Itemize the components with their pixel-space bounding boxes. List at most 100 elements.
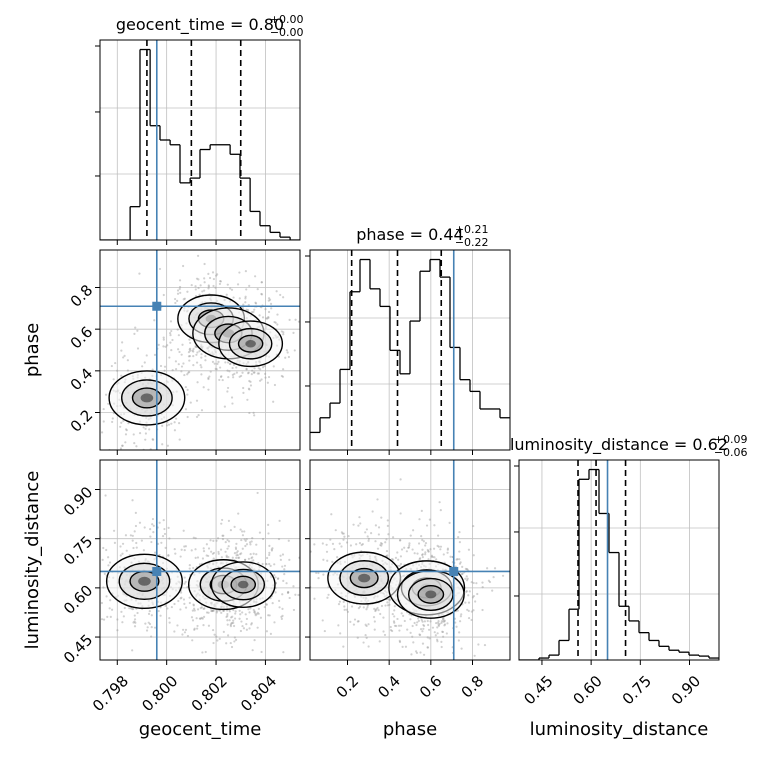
scatter-point <box>216 362 219 365</box>
scatter-point <box>245 288 248 291</box>
scatter-point <box>418 633 421 636</box>
scatter-point <box>191 349 194 352</box>
scatter-point <box>322 558 325 561</box>
scatter-point <box>240 552 243 555</box>
scatter-point <box>337 624 340 627</box>
scatter-point <box>413 621 416 625</box>
scatter-point <box>105 595 108 598</box>
scatter-point <box>186 634 190 638</box>
scatter-point <box>227 555 230 559</box>
scatter-point <box>174 368 178 371</box>
scatter-point <box>184 606 188 609</box>
scatter-point <box>419 557 422 560</box>
scatter-point <box>219 280 222 283</box>
scatter-point <box>235 366 238 369</box>
scatter-point <box>257 612 260 615</box>
scatter-point <box>188 338 191 341</box>
scatter-point <box>210 550 213 553</box>
scatter-point <box>126 359 129 362</box>
scatter-point <box>212 551 216 555</box>
scatter-point <box>464 577 467 580</box>
scatter-point <box>261 562 264 566</box>
scatter-point <box>467 609 470 613</box>
scatter-point <box>224 541 227 544</box>
scatter-point <box>446 551 449 554</box>
scatter-point <box>307 611 309 613</box>
scatter-point <box>357 620 360 623</box>
panel-luminosity_distance-luminosity_distance <box>541 460 690 660</box>
scatter-point <box>212 539 215 542</box>
scatter-point <box>184 545 187 548</box>
scatter-point <box>464 601 467 604</box>
scatter-point <box>362 606 365 609</box>
scatter-point <box>138 432 142 435</box>
scatter-point <box>204 355 207 358</box>
y-axis-label-luminosity_distance: luminosity_distance <box>22 471 43 650</box>
scatter-point <box>178 438 181 441</box>
scatter-point <box>311 599 313 601</box>
scatter-point <box>211 552 214 555</box>
scatter-point <box>184 628 188 631</box>
scatter-point <box>424 542 428 545</box>
scatter-point <box>121 621 124 624</box>
scatter-point <box>211 628 215 632</box>
scatter-point <box>256 626 259 629</box>
scatter-point <box>215 635 218 638</box>
scatter-point <box>288 318 291 321</box>
y-tick-label-phase: 0.6 <box>67 323 97 353</box>
scatter-point <box>227 376 230 379</box>
scatter-point <box>133 625 137 628</box>
scatter-point <box>487 579 490 582</box>
scatter-point <box>227 519 231 522</box>
scatter-point <box>207 377 210 381</box>
scatter-point <box>254 614 257 617</box>
scatter-point <box>321 542 324 545</box>
scatter-point <box>461 572 464 575</box>
x-axis-label-luminosity_distance: luminosity_distance <box>530 719 709 740</box>
scatter-point <box>358 542 362 545</box>
scatter-point <box>105 548 108 552</box>
scatter-point <box>380 516 383 519</box>
scatter-point <box>254 301 257 304</box>
scatter-point <box>252 552 255 555</box>
scatter-point <box>265 563 268 566</box>
scatter-point <box>492 575 495 579</box>
scatter-point <box>195 361 199 364</box>
scatter-point <box>292 585 295 588</box>
scatter-point <box>234 610 237 613</box>
scatter-point <box>217 550 220 554</box>
scatter-point <box>215 274 218 277</box>
scatter-point <box>91 563 93 565</box>
scatter-point <box>325 543 328 546</box>
scatter-point <box>466 608 469 611</box>
scatter-point <box>377 608 380 612</box>
scatter-point <box>343 608 346 611</box>
scatter-point <box>388 598 392 602</box>
scatter-point <box>429 620 432 623</box>
scatter-point <box>112 529 116 532</box>
scatter-point <box>263 605 266 609</box>
scatter-point <box>215 539 218 542</box>
panel-frame <box>309 249 511 451</box>
scatter-point <box>233 525 236 529</box>
scatter-point <box>374 540 377 543</box>
scatter-point <box>280 330 283 333</box>
scatter-point <box>393 605 396 608</box>
scatter-point <box>165 424 169 427</box>
scatter-point <box>399 555 403 558</box>
scatter-point <box>199 284 202 287</box>
scatter-point <box>257 367 260 370</box>
scatter-point <box>110 364 113 368</box>
scatter-point <box>211 609 214 613</box>
density-phase-vs-geocent_time <box>100 250 300 450</box>
scatter-point <box>457 536 460 539</box>
scatter-point <box>157 343 160 347</box>
scatter-point <box>427 550 430 553</box>
scatter-point <box>121 542 125 545</box>
scatter-point <box>329 538 332 541</box>
scatter-point <box>169 341 172 344</box>
scatter-point <box>417 619 420 623</box>
scatter-point <box>396 551 399 554</box>
scatter-point <box>249 543 252 546</box>
scatter-point <box>191 639 194 642</box>
